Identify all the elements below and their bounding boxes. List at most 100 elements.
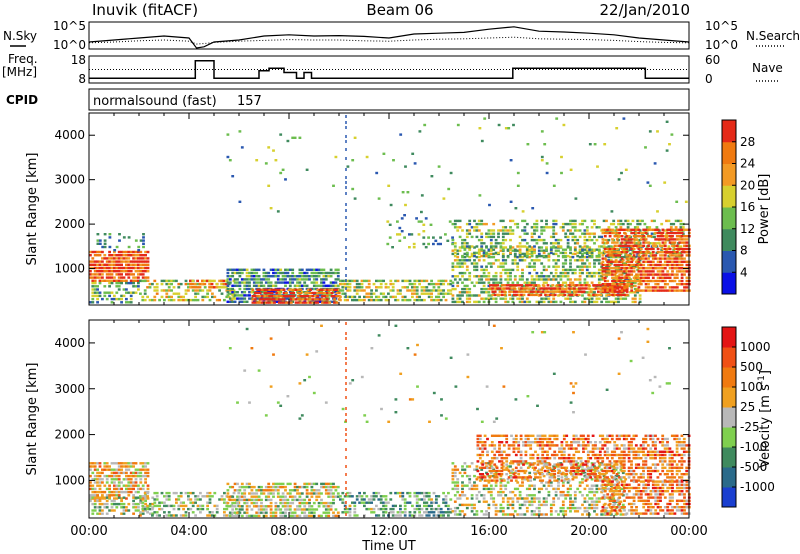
scatter-cell bbox=[113, 294, 116, 298]
scatter-cell bbox=[491, 287, 495, 290]
scatter-cell bbox=[134, 285, 138, 288]
scatter-cell bbox=[182, 298, 185, 302]
scatter-cell bbox=[678, 241, 682, 244]
scatter-cell bbox=[470, 487, 474, 491]
scatter-cell bbox=[105, 276, 109, 279]
scatter-cell bbox=[101, 250, 104, 254]
scatter-cell bbox=[269, 501, 273, 505]
scatter-cell bbox=[663, 276, 667, 279]
scatter-cell bbox=[465, 259, 469, 262]
scatter-cell bbox=[322, 284, 326, 287]
scatter-cell bbox=[231, 284, 235, 287]
scatter-cell bbox=[627, 244, 631, 247]
scatter-cell bbox=[228, 511, 232, 514]
scatter-cell bbox=[485, 251, 488, 255]
scatter-cell bbox=[118, 233, 121, 236]
scatter-cell bbox=[542, 462, 546, 465]
scatter-cell bbox=[245, 284, 249, 287]
scatter-cell bbox=[365, 295, 369, 299]
scatter-cell bbox=[528, 474, 532, 478]
scatter-cell bbox=[556, 290, 559, 293]
scatter-cell bbox=[638, 262, 642, 265]
scatter-cell bbox=[615, 231, 619, 235]
scatter-cell bbox=[651, 270, 655, 273]
scatter-cell bbox=[651, 263, 655, 267]
scatter-cell bbox=[623, 289, 626, 292]
scatter-cell bbox=[678, 254, 682, 257]
scatter-cell bbox=[108, 285, 111, 288]
scatter-cell bbox=[607, 300, 611, 304]
scatter-cell bbox=[155, 292, 159, 295]
scatter-cell bbox=[547, 484, 551, 487]
scatter-cell bbox=[573, 287, 576, 290]
scatter-cell bbox=[477, 490, 481, 494]
scatter-cell bbox=[473, 284, 476, 288]
scatter-cell bbox=[516, 255, 520, 259]
scatter-cell bbox=[257, 505, 261, 508]
scatter-cell bbox=[540, 238, 544, 242]
scatter-cell bbox=[529, 290, 533, 293]
scatter-cell bbox=[537, 471, 541, 475]
scatter-cell bbox=[600, 268, 604, 272]
scatter-cell bbox=[146, 504, 149, 508]
scatter-cell bbox=[137, 249, 141, 252]
scatter-cell bbox=[653, 162, 657, 165]
scatter-cell bbox=[115, 285, 119, 288]
scatter-cell bbox=[296, 498, 299, 502]
scatter-cell bbox=[170, 298, 173, 302]
scatter-cell bbox=[473, 219, 476, 223]
scatter-cell bbox=[506, 278, 510, 281]
scatter-cell bbox=[132, 276, 135, 279]
scatter-cell bbox=[456, 259, 460, 262]
scatter-cell bbox=[569, 297, 572, 300]
scatter-cell bbox=[458, 249, 462, 252]
scatter-cell bbox=[522, 293, 526, 297]
scatter-cell bbox=[644, 254, 648, 257]
scatter-cell bbox=[532, 284, 535, 287]
scatter-cell bbox=[211, 292, 214, 295]
scatter-cell bbox=[93, 285, 97, 288]
scatter-cell bbox=[685, 251, 689, 254]
scatter-cell bbox=[497, 490, 500, 494]
scatter-cell bbox=[677, 219, 680, 223]
scatter-cell bbox=[583, 251, 587, 255]
scatter-cell bbox=[583, 255, 587, 259]
scatter-cell bbox=[667, 219, 671, 223]
scatter-cell bbox=[96, 260, 99, 263]
scatter-cell bbox=[494, 278, 498, 281]
scatter-cell bbox=[499, 478, 503, 481]
scatter-cell bbox=[144, 465, 147, 468]
scatter-cell bbox=[420, 298, 424, 302]
scatter-cell bbox=[683, 228, 686, 231]
scatter-cell bbox=[605, 265, 608, 268]
scatter-cell bbox=[384, 498, 388, 501]
scatter-cell bbox=[659, 254, 662, 257]
scatter-cell bbox=[281, 281, 285, 284]
scatter-cell bbox=[245, 281, 249, 284]
scatter-cell bbox=[605, 268, 608, 272]
scatter-cell bbox=[480, 281, 484, 284]
scatter-cell bbox=[264, 278, 268, 281]
scatter-cell bbox=[151, 282, 154, 286]
scatter-cell bbox=[122, 512, 126, 515]
scatter-cell bbox=[332, 284, 335, 287]
scatter-cell bbox=[545, 503, 548, 507]
scatter-cell bbox=[127, 465, 131, 468]
scatter-cell bbox=[363, 298, 366, 302]
scatter-cell bbox=[238, 271, 242, 275]
scatter-cell bbox=[189, 298, 193, 302]
scatter-cell bbox=[148, 504, 152, 508]
scatter-cell bbox=[482, 297, 486, 300]
scatter-cell bbox=[132, 462, 135, 465]
scatter-cell bbox=[238, 489, 242, 492]
scatter-cell bbox=[656, 270, 660, 273]
scatter-cell bbox=[482, 249, 486, 252]
scatter-cell bbox=[317, 284, 321, 287]
scatter-cell bbox=[103, 233, 107, 236]
scatter-cell bbox=[108, 263, 111, 266]
scatter-cell bbox=[93, 260, 97, 263]
scatter-cell bbox=[444, 292, 448, 295]
scatter-cell bbox=[91, 478, 95, 481]
scatter-cell bbox=[663, 267, 667, 270]
scatter-cell bbox=[680, 254, 684, 257]
